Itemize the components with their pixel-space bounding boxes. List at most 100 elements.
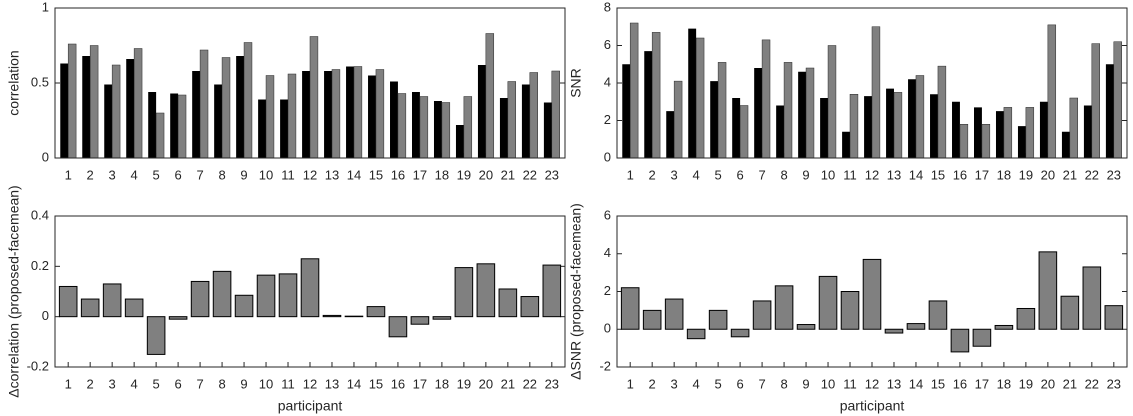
- bar: [1083, 105, 1092, 158]
- x-tick-label: 4: [131, 167, 138, 182]
- bar: [498, 288, 518, 318]
- x-tick-label: 15: [931, 376, 945, 391]
- bar: [849, 94, 859, 159]
- bar: [884, 328, 904, 334]
- y-tick-label: 1: [42, 0, 49, 14]
- bar: [893, 92, 903, 159]
- y-axis-label: Δcorrelation (proposed-facemean): [6, 185, 22, 397]
- bar: [1047, 24, 1057, 159]
- bar: [732, 98, 741, 158]
- bar: [871, 26, 881, 159]
- bar: [739, 105, 749, 159]
- x-tick-label: 13: [325, 376, 339, 391]
- x-tick-label: 22: [1085, 167, 1099, 182]
- x-tick-label: 6: [174, 376, 181, 391]
- bar: [397, 93, 407, 159]
- bar: [1025, 107, 1035, 159]
- x-tick-label: 21: [1063, 167, 1077, 182]
- x-tick-label: 5: [153, 167, 160, 182]
- bar: [708, 309, 728, 330]
- bar: [89, 45, 99, 159]
- bar: [199, 49, 209, 159]
- x-tick-label: 17: [975, 376, 989, 391]
- x-tick-label: 7: [196, 376, 203, 391]
- x-tick-label: 17: [975, 167, 989, 182]
- bar: [950, 328, 970, 353]
- x-tick-label: 3: [671, 376, 678, 391]
- bar: [368, 75, 376, 158]
- x-tick-label: 10: [821, 376, 835, 391]
- bar: [67, 43, 77, 159]
- x-tick-label: 10: [259, 376, 273, 391]
- bar: [309, 36, 319, 159]
- x-tick-label: 7: [758, 167, 765, 182]
- y-tick-label: 0: [42, 149, 49, 164]
- x-tick-label: 13: [325, 167, 339, 182]
- x-tick-label: 12: [865, 376, 879, 391]
- y-tick-label: 0.2: [31, 258, 49, 273]
- x-tick-label: 18: [435, 167, 449, 182]
- x-tick-label: 12: [865, 167, 879, 182]
- bar: [666, 111, 675, 158]
- bar: [1060, 295, 1080, 330]
- bar: [265, 75, 275, 159]
- y-tick-label: 2: [604, 283, 611, 298]
- bar: [774, 285, 794, 330]
- bar: [190, 280, 210, 318]
- x-tick-label: 20: [479, 376, 493, 391]
- bar: [133, 48, 143, 159]
- bar: [827, 45, 837, 159]
- bar: [80, 298, 100, 318]
- x-tick-label: 19: [1019, 167, 1033, 182]
- bar: [1061, 131, 1070, 158]
- bar: [761, 39, 771, 159]
- bar: [419, 96, 429, 159]
- axes-box: [616, 7, 1128, 159]
- x-tick-label: 9: [240, 376, 247, 391]
- bar: [322, 314, 342, 318]
- x-tick-label: 23: [545, 167, 559, 182]
- x-tick-label: 12: [303, 376, 317, 391]
- x-tick-label: 4: [693, 376, 700, 391]
- x-tick-label: 21: [501, 167, 515, 182]
- bar: [331, 69, 341, 159]
- bar: [507, 81, 517, 159]
- x-tick-label: 1: [627, 376, 634, 391]
- y-tick-label: -0.2: [27, 358, 49, 373]
- x-tick-label: 20: [1041, 376, 1055, 391]
- x-tick-label: 8: [218, 167, 225, 182]
- x-tick-label: 6: [174, 167, 181, 182]
- bar: [477, 65, 486, 158]
- x-tick-label: 15: [369, 376, 383, 391]
- bar: [543, 102, 552, 158]
- y-axis-label: SNR: [568, 68, 584, 98]
- bar: [476, 263, 496, 318]
- x-tick-label: 11: [281, 167, 295, 182]
- x-tick-label: 9: [802, 376, 809, 391]
- y-tick-label: 4: [604, 74, 611, 89]
- bar: [886, 88, 894, 158]
- y-tick-label: 4: [604, 245, 611, 260]
- x-tick-label: 1: [65, 167, 72, 182]
- bar: [673, 80, 683, 159]
- x-tick-label: 20: [479, 167, 493, 182]
- bar: [1091, 43, 1100, 159]
- x-tick-label: 21: [501, 376, 515, 391]
- x-tick-label: 22: [1085, 376, 1099, 391]
- x-tick-label: 7: [196, 167, 203, 182]
- bar: [1017, 126, 1026, 158]
- x-tick-label: 23: [545, 376, 559, 391]
- bar: [622, 64, 631, 158]
- bar: [278, 273, 298, 318]
- bar: [300, 258, 320, 318]
- axes-box: [54, 7, 566, 159]
- bar: [155, 112, 165, 159]
- bar: [688, 28, 697, 158]
- bar: [214, 84, 223, 158]
- bar: [388, 316, 408, 338]
- bar: [798, 71, 807, 158]
- x-tick-label: 11: [843, 167, 857, 182]
- x-tick-label: 7: [758, 376, 765, 391]
- bar: [1016, 307, 1036, 330]
- bar: [651, 32, 661, 159]
